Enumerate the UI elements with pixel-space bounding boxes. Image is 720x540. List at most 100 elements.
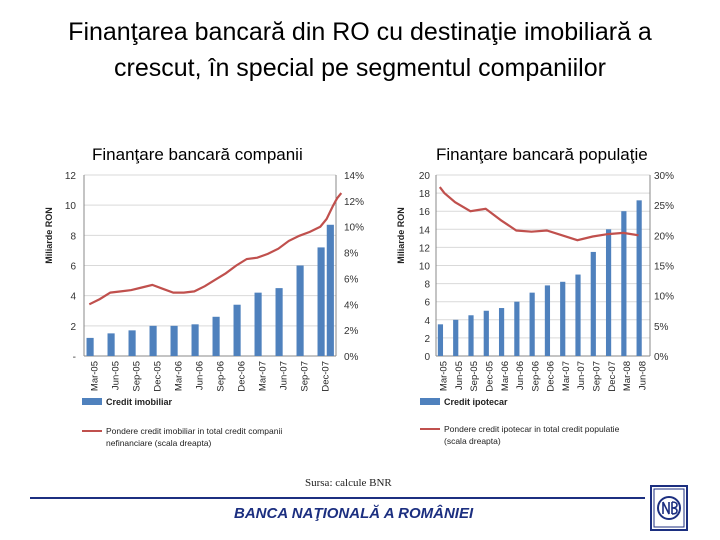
right-bar-mar-07	[560, 281, 566, 356]
right-bar-mar-05	[437, 324, 444, 356]
right-y2-tick-label: 25%	[654, 201, 674, 212]
right-bar-dec-05	[483, 310, 489, 356]
left-x-tick-label: Mar-07	[258, 361, 269, 391]
right-bar-jun-07	[575, 274, 581, 356]
left-bar-mar-07	[254, 292, 262, 356]
left-y2-tick-label: 0%	[344, 352, 359, 363]
right-x-tick-label: Sep-07	[592, 361, 603, 392]
right-y-tick-label: 6	[424, 298, 430, 309]
left-bar-sep-05	[128, 330, 136, 356]
right-x-tick-label: Mar-08	[622, 361, 633, 391]
left-y-tick-label: 2	[70, 322, 76, 333]
right-x-tick-label: Jun-06	[515, 361, 526, 390]
left-bar-dec-06	[233, 304, 241, 356]
left-y2-tick-label: 10%	[344, 223, 364, 234]
right-y2-tick-label: 20%	[654, 231, 674, 242]
right-bar-sep-07	[590, 251, 596, 356]
left-x-tick-label: Dec-06	[237, 361, 248, 392]
right-bar-sep-05	[468, 315, 474, 356]
right-x-tick-label: Jun-05	[454, 361, 465, 390]
right-x-tick-label: Jun-08	[637, 361, 648, 390]
left-y2-tick-label: 12%	[344, 197, 364, 208]
right-bar-jun-08	[636, 200, 642, 356]
right-y2-tick-label: 5%	[654, 322, 669, 333]
left-y2-tick-label: 14%	[344, 171, 364, 182]
right-bar-dec-07	[605, 229, 612, 356]
right-y-tick-label: 14	[419, 225, 431, 236]
right-bar-sep-06	[529, 292, 535, 356]
left-x-tick-label: Mar-06	[174, 361, 185, 391]
left-bar-dec-05	[149, 325, 157, 356]
right-x-tick-label: Mar-05	[439, 361, 450, 391]
right-x-tick-label: Dec-07	[607, 361, 618, 392]
right-x-tick-label: Mar-07	[561, 361, 572, 391]
left-x-tick-label: Dec-05	[153, 361, 164, 392]
right-bar-jun-06	[514, 301, 520, 356]
right-y2-tick-label: 15%	[654, 262, 674, 273]
left-x-tick-label: Jun-05	[111, 361, 122, 390]
right-legend-bar-swatch	[420, 398, 440, 405]
right-y-tick-label: 18	[419, 189, 431, 200]
right-share-line	[438, 186, 639, 242]
footer-bank-name: BANCA NAŢIONALĂ A ROMÂNIEI	[234, 505, 474, 522]
right-bar-mar-06	[498, 308, 505, 356]
right-y-tick-label: 4	[424, 316, 430, 327]
left-y-axis-label: Miliarde RON	[44, 207, 54, 264]
left-y-tick-label: 12	[65, 171, 77, 182]
left-x-tick-label: Mar-05	[90, 361, 101, 391]
left-bar-sep-07	[296, 265, 304, 356]
left-y-tick-label: 4	[70, 292, 76, 303]
right-y-tick-label: 8	[424, 280, 430, 291]
right-y2-tick-label: 10%	[654, 292, 674, 303]
left-bar-dec-07	[317, 247, 325, 356]
right-y-tick-label: 0	[424, 352, 430, 363]
right-y2-tick-label: 30%	[654, 171, 674, 182]
right-x-tick-label: Jun-07	[576, 361, 587, 390]
left-legend-line-label-2: nefinanciare (scala dreapta)	[106, 438, 212, 448]
right-bar-dec-06	[544, 285, 551, 356]
right-y-tick-label: 10	[419, 262, 431, 273]
right-bar-jun-05	[453, 319, 459, 356]
left-bar-extra	[326, 224, 334, 356]
left-bar-mar-06	[170, 325, 178, 356]
left-y2-tick-label: 4%	[344, 300, 359, 311]
right-y-tick-label: 16	[419, 207, 431, 218]
right-y-tick-label: 20	[419, 171, 431, 182]
left-y2-tick-label: 8%	[344, 249, 359, 260]
right-legend-line-label-2: (scala dreapta)	[444, 436, 501, 446]
source-note: Sursa: calcule BNR	[305, 477, 392, 489]
right-y-tick-label: 2	[424, 334, 430, 345]
left-y-tick-label: -	[73, 352, 76, 363]
right-x-tick-label: Sep-06	[530, 361, 541, 392]
left-y2-tick-label: 6%	[344, 274, 359, 285]
left-x-tick-label: Sep-06	[216, 361, 227, 392]
right-x-tick-label: Sep-05	[469, 361, 480, 392]
right-y2-tick-label: 0%	[654, 352, 669, 363]
left-bar-jun-07	[275, 288, 283, 356]
left-bar-jun-05	[107, 333, 115, 356]
right-bar-mar-08	[621, 211, 627, 356]
left-y-tick-label: 6	[70, 262, 76, 273]
left-x-tick-label: Sep-05	[132, 361, 143, 392]
right-legend-bar-label: Credit ipotecar	[444, 397, 508, 407]
left-legend-line-label-1: Pondere credit imobiliar in total credit…	[106, 426, 282, 436]
left-legend-bar-label: Credit imobiliar	[106, 397, 173, 407]
left-x-tick-label: Jun-07	[279, 361, 290, 390]
right-y-axis-label: Miliarde RON	[396, 207, 406, 264]
left-y-tick-label: 10	[65, 201, 77, 212]
right-x-tick-label: Dec-05	[485, 361, 496, 392]
slide-title: Finanţarea bancară din RO cu destinaţie …	[68, 18, 652, 82]
left-x-tick-label: Dec-07	[321, 361, 332, 392]
left-bar-jun-06	[191, 324, 199, 356]
left-y-tick-label: 8	[70, 231, 76, 242]
right-y-tick-label: 12	[419, 243, 431, 254]
right-chart-title: Finanţare bancară populaţie	[436, 145, 648, 164]
left-bar-mar-05	[86, 337, 94, 356]
left-x-tick-label: Jun-06	[195, 361, 206, 390]
left-chart-title: Finanţare bancară companii	[92, 145, 303, 164]
left-x-tick-label: Sep-07	[300, 361, 311, 392]
right-x-tick-label: Mar-06	[500, 361, 511, 391]
right-x-tick-label: Dec-06	[546, 361, 557, 392]
bnr-logo-icon	[650, 485, 688, 531]
